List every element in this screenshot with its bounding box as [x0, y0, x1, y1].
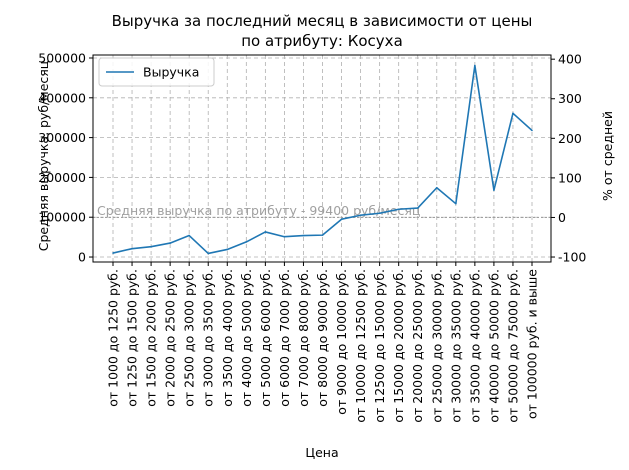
data-point [455, 202, 457, 205]
data-point [531, 129, 533, 132]
data-point [397, 208, 400, 211]
data-point [207, 252, 210, 255]
y-axis-right-label: % от средней [600, 111, 615, 201]
x-tick-label: от 25000 до 30000 руб. [429, 269, 444, 423]
data-point [416, 207, 419, 209]
x-tick-label: от 2500 до 3000 руб. [182, 269, 197, 407]
data-point [435, 186, 438, 189]
x-tick-label: от 1500 до 2000 руб. [144, 269, 159, 407]
x-tick-label: от 40000 до 50000 руб. [486, 269, 501, 423]
y-axis-right: -100 0 100 200 300 400 [551, 52, 586, 265]
data-point [378, 212, 381, 215]
x-axis: от 1000 до 1250 руб. от 1250 до 1500 руб.… [106, 262, 540, 423]
series-layer [112, 64, 533, 255]
y-tick-label: 200000 [38, 170, 86, 185]
x-tick-label: от 7000 до 8000 руб. [296, 269, 311, 407]
data-point [264, 231, 267, 233]
y-right-tick-label: 200 [558, 131, 582, 146]
x-tick-label: от 9000 до 10000 руб. [334, 269, 349, 415]
x-tick-label: от 50000 до 75000 руб. [505, 269, 520, 423]
data-point [150, 245, 152, 248]
average-label: Средняя выручка по атрибуту - 99400 руб/… [97, 203, 420, 218]
data-point [493, 189, 495, 191]
data-point [169, 242, 171, 244]
x-tick-label: от 1000 до 1250 руб. [106, 269, 121, 407]
x-tick-label: от 1250 до 1500 руб. [125, 269, 140, 407]
x-tick-label: от 3500 до 4000 руб. [220, 269, 235, 407]
x-tick-label: от 35000 до 40000 руб. [467, 269, 482, 423]
data-point [512, 112, 514, 115]
legend: Выручка [98, 57, 215, 87]
x-tick-label: от 6000 до 7000 руб. [277, 269, 292, 407]
data-point [226, 248, 229, 251]
x-tick-label: от 3000 до 3500 руб. [201, 269, 216, 407]
data-point [112, 252, 114, 254]
x-tick-label: от 12500 до 15000 руб. [372, 269, 387, 423]
y-right-tick-label: 400 [558, 52, 582, 67]
y-tick-label: 300000 [38, 130, 86, 145]
average-reference: Средняя выручка по атрибуту - 99400 руб/… [93, 203, 551, 219]
y-tick-label: 400000 [38, 90, 86, 105]
y-tick-label: 0 [78, 250, 86, 265]
y-axis-label: Средняя выручка, руб/месяц [36, 61, 51, 252]
legend-label: Выручка [143, 65, 199, 80]
x-tick-label: от 100000 руб. и выше [525, 269, 540, 419]
data-point [245, 241, 248, 243]
x-tick-label: от 30000 до 35000 руб. [448, 269, 463, 423]
y-tick-label: 100000 [38, 210, 86, 225]
data-point [474, 64, 476, 67]
y-right-tick-label: -100 [558, 250, 586, 265]
x-tick-label: от 2000 до 2500 руб. [163, 269, 178, 407]
x-tick-label: от 4000 до 5000 руб. [239, 269, 254, 407]
data-point [188, 234, 190, 237]
data-point [359, 214, 362, 217]
y-axis-left: 0 100000 200000 300000 400000 500000 [38, 50, 93, 265]
y-tick-label: 500000 [38, 50, 86, 65]
chart-title-line-1: Выручка за последний месяц в зависимости… [112, 12, 533, 30]
data-point [283, 235, 286, 238]
legend-frame [98, 57, 215, 87]
x-tick-label: от 15000 до 20000 руб. [391, 269, 406, 423]
y-right-tick-label: 300 [558, 91, 582, 106]
y-right-tick-label: 100 [558, 170, 582, 185]
chart-title-line-2: по атрибуту: Косуха [241, 32, 403, 50]
y-right-tick-label: 0 [558, 210, 566, 225]
x-axis-label: Цена [305, 445, 338, 460]
x-tick-label: от 10000 до 12500 руб. [353, 269, 368, 423]
data-point [131, 247, 133, 250]
data-point [321, 234, 324, 236]
x-tick-label: от 5000 до 6000 руб. [258, 269, 273, 407]
data-point [340, 218, 343, 221]
x-tick-label: от 8000 до 9000 руб. [315, 269, 330, 407]
x-tick-label: от 20000 до 25000 руб. [410, 269, 425, 423]
data-point [302, 234, 305, 237]
